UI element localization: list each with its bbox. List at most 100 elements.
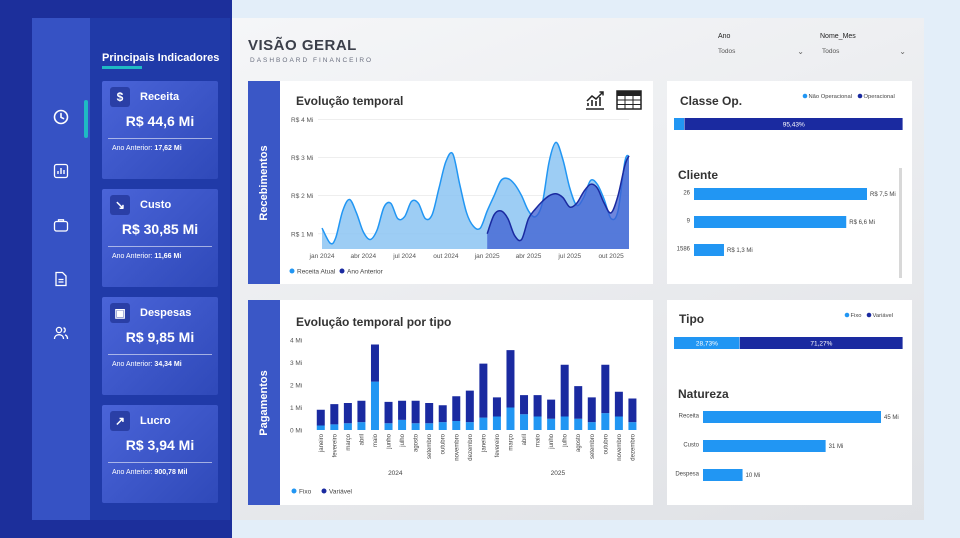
- bar-fixo: [587, 422, 596, 430]
- kpi-card-receita[interactable]: $ Receita R$ 44,6 Mi Ano Anterior: 17,62 …: [102, 81, 218, 179]
- bar-variavel: [479, 363, 488, 418]
- filter-select-ano[interactable]: Todos ⌄: [718, 45, 804, 57]
- filter-label-ano: Ano: [718, 33, 731, 40]
- briefcase-icon[interactable]: [50, 214, 72, 236]
- x-tick-label: agosto: [414, 433, 420, 452]
- legend-marker: [339, 268, 345, 274]
- filter-select-mes[interactable]: Todos ⌄: [822, 45, 906, 57]
- kpi-previous-label: Ano Anterior:: [112, 145, 153, 152]
- y-tick-label: 3 Mi: [290, 360, 302, 367]
- bar-variavel: [438, 405, 447, 423]
- category-label: Receita: [679, 414, 700, 420]
- kpi-previous-value: 17,62 Mi: [154, 145, 182, 152]
- x-tick-label: outubro: [441, 433, 447, 454]
- x-tick-label: abr 2025: [516, 253, 542, 260]
- category-label: Despesa: [675, 472, 699, 478]
- kpi-card-lucro[interactable]: ↗ Lucro R$ 3,94 Mi Ano Anterior: 900,78 M…: [102, 405, 218, 503]
- x-tick-label: janeiro: [319, 433, 325, 453]
- bar-variavel: [357, 400, 366, 423]
- kpi-name: Despesas: [140, 307, 192, 319]
- x-tick-label: junho: [387, 433, 393, 449]
- bar-fixo: [492, 416, 501, 430]
- bar-variavel: [614, 391, 623, 417]
- bar-variavel: [452, 396, 461, 421]
- section-label-recebimentos: Recebimentos: [248, 81, 280, 284]
- bar-fixo: [628, 422, 637, 430]
- y-tick-label: 1 Mi: [290, 405, 302, 412]
- x-tick-label: maio: [536, 433, 542, 447]
- kpi-previous-label: Ano Anterior:: [112, 469, 153, 476]
- scrollbar[interactable]: [899, 168, 902, 278]
- bar-variavel: [601, 364, 610, 414]
- bar-fixo: [343, 423, 352, 430]
- line-chart-toggle-icon[interactable]: [584, 89, 606, 111]
- x-tick-label: setembro: [590, 433, 596, 459]
- bar-fixo: [411, 423, 420, 430]
- table-toggle-icon[interactable]: [616, 89, 642, 111]
- nav-rail: [32, 18, 90, 520]
- kpi-divider: [108, 138, 212, 139]
- kpi-value: R$ 30,85 Mi: [121, 221, 199, 237]
- kpi-divider: [108, 462, 212, 463]
- kpi-previous: Ano Anterior: 34,34 Mi: [112, 361, 182, 368]
- segment-label: 71,27%: [810, 341, 832, 348]
- users-icon[interactable]: [50, 322, 72, 344]
- bar-chart-icon[interactable]: [50, 160, 72, 182]
- document-icon[interactable]: [50, 268, 72, 290]
- clock-icon[interactable]: [50, 106, 72, 128]
- x-tick-label: julho: [563, 433, 569, 447]
- bar-fixo: [506, 407, 515, 430]
- bar-variavel: [520, 395, 529, 415]
- value-label: 31 Mi: [829, 444, 844, 450]
- bar-variavel: [316, 409, 325, 426]
- chevron-down-icon: ⌄: [899, 46, 906, 56]
- legend-marker: [321, 488, 327, 494]
- x-tick-label: fevereiro: [495, 433, 501, 457]
- stacked-bar-segment: [674, 337, 740, 349]
- x-tick-label: novembro: [617, 433, 623, 460]
- page-title: VISÃO GERAL: [248, 37, 357, 54]
- trend-up-icon: ↗: [110, 411, 130, 431]
- category-label: 1586: [677, 247, 691, 253]
- page-subtitle: DASHBOARD FINANCEIRO: [250, 57, 374, 64]
- kpi-card-custo[interactable]: ↘ Custo R$ 30,85 Mi Ano Anterior: 11,66 M…: [102, 189, 218, 287]
- bar-variavel: [343, 403, 352, 424]
- kpi-divider: [108, 246, 212, 247]
- kpi-value: R$ 9,85 Mi: [125, 329, 195, 345]
- chart-title: Natureza: [678, 387, 729, 401]
- bar-variavel: [370, 344, 379, 382]
- series-line: [486, 155, 630, 242]
- kpi-previous: Ano Anterior: 900,78 Mil: [112, 469, 188, 476]
- kpi-previous-value: 900,78 Mil: [154, 469, 188, 476]
- bar-variavel: [384, 401, 393, 424]
- x-tick-label: jul 2025: [557, 253, 581, 260]
- bar-fixo: [425, 423, 434, 430]
- value-label: 10 Mi: [746, 473, 761, 479]
- bar-variavel: [465, 390, 474, 423]
- x-tick-label: out 2025: [598, 253, 624, 260]
- bar-variavel: [574, 386, 583, 419]
- legend-label: Não Operacional: [809, 94, 853, 100]
- classe-cliente-charts: 95,43% Não Operacional Operacional 26 R$ 7,5…: [674, 93, 904, 256]
- legend-marker: [866, 312, 872, 318]
- chart-title: Evolução temporal por tipo: [296, 315, 452, 329]
- chevron-down-icon: ⌄: [797, 46, 804, 56]
- bar-variavel: [506, 350, 515, 408]
- y-tick-label: R$ 3 Mi: [291, 155, 313, 162]
- kpi-name: Lucro: [140, 415, 171, 427]
- y-tick-label: 4 Mi: [290, 338, 302, 345]
- wallet-icon: ▣: [110, 303, 130, 323]
- bar-variavel: [492, 397, 501, 417]
- x-tick-label: dezembro: [468, 433, 474, 460]
- kpi-card-despesas[interactable]: ▣ Despesas R$ 9,85 Mi Ano Anterior: 34,34…: [102, 297, 218, 395]
- legend-label: Variável: [873, 313, 894, 319]
- category-label: 9: [687, 219, 691, 225]
- kpi-value: R$ 44,6 Mi: [125, 113, 195, 129]
- dollar-icon: $: [110, 87, 130, 107]
- bar-variavel: [425, 403, 434, 424]
- legend-label: Fixo: [299, 489, 312, 496]
- x-tick-label: agosto: [576, 433, 582, 452]
- bar-fixo: [601, 413, 610, 430]
- bar-fixo: [533, 416, 542, 430]
- legend-marker: [291, 488, 297, 494]
